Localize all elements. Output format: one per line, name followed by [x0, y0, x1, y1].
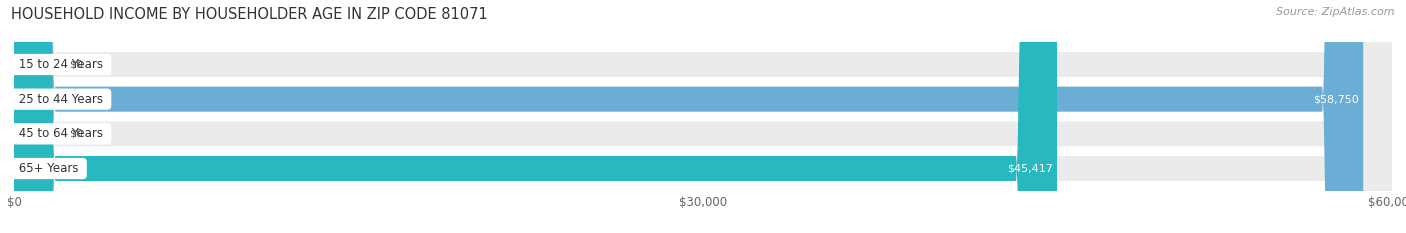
FancyBboxPatch shape	[14, 0, 1364, 233]
Text: HOUSEHOLD INCOME BY HOUSEHOLDER AGE IN ZIP CODE 81071: HOUSEHOLD INCOME BY HOUSEHOLDER AGE IN Z…	[11, 7, 488, 22]
FancyBboxPatch shape	[14, 0, 1392, 233]
FancyBboxPatch shape	[14, 0, 1392, 233]
Text: $0: $0	[69, 129, 83, 139]
FancyBboxPatch shape	[14, 0, 1392, 233]
Text: 45 to 64 Years: 45 to 64 Years	[15, 127, 107, 140]
Text: Source: ZipAtlas.com: Source: ZipAtlas.com	[1277, 7, 1395, 17]
Text: $0: $0	[69, 59, 83, 69]
FancyBboxPatch shape	[14, 0, 1057, 233]
Text: $58,750: $58,750	[1313, 94, 1360, 104]
Text: $45,417: $45,417	[1007, 164, 1053, 174]
FancyBboxPatch shape	[14, 0, 48, 233]
Text: 65+ Years: 65+ Years	[15, 162, 83, 175]
Text: 15 to 24 Years: 15 to 24 Years	[15, 58, 107, 71]
Text: 25 to 44 Years: 25 to 44 Years	[15, 93, 107, 106]
FancyBboxPatch shape	[14, 0, 1392, 233]
FancyBboxPatch shape	[14, 0, 48, 233]
